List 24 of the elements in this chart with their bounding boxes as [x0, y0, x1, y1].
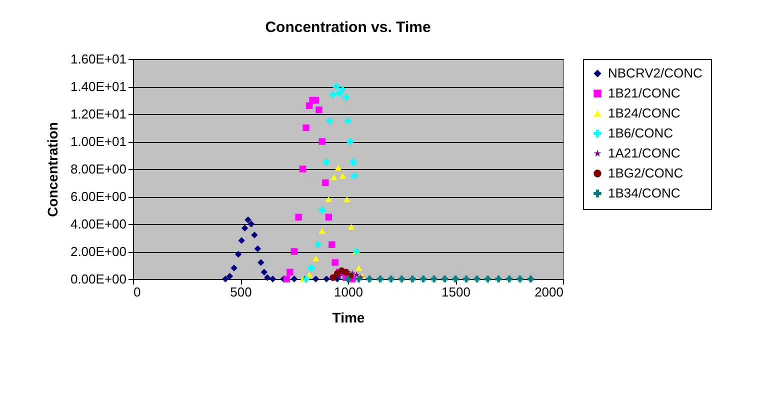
x-tick-label: 1500 — [442, 284, 470, 300]
y-tick-label: 1.40E+01 — [70, 79, 126, 94]
x-tick-label: 1000 — [334, 284, 363, 300]
y-tick-label: 1.20E+01 — [70, 106, 126, 122]
y-tick-label: 6.00E+00 — [70, 189, 126, 204]
legend-label: 1B24/CONC — [608, 106, 680, 120]
x-tick-label: 500 — [230, 284, 252, 300]
y-tick-label: 2.00E+00 — [70, 244, 126, 259]
legend-label: NBCRV2/CONC — [608, 66, 702, 80]
y-tick-label: 8.00E+00 — [70, 162, 126, 176]
legend-label: 1A21/CONC — [608, 146, 680, 160]
y-tick-label: 1.00E+01 — [70, 134, 126, 149]
legend-label: 1B21/CONC — [608, 86, 680, 100]
legend-label: 1B34/CONC — [608, 186, 680, 200]
legend-label: 1BG2/CONC — [608, 166, 684, 180]
legend-label: 1B6/CONC — [608, 126, 674, 140]
y-tick-label: 1.60E+01 — [70, 52, 126, 66]
chart-title: Concentration vs. Time — [265, 19, 431, 36]
x-axis-title: Time — [332, 310, 365, 326]
y-tick-label: 4.00E+00 — [70, 216, 126, 232]
x-tick-label: 2000 — [534, 284, 564, 300]
y-tick-label: 0.00E+00 — [70, 272, 126, 286]
y-axis-title: Concentration — [44, 122, 60, 217]
x-tick-label: 0 — [134, 284, 141, 300]
